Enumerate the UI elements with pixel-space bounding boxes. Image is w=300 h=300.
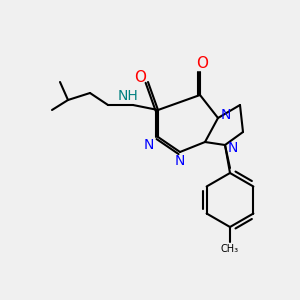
- Text: O: O: [134, 70, 146, 85]
- Text: N: N: [221, 108, 231, 122]
- Text: CH₃: CH₃: [221, 244, 239, 254]
- Text: N: N: [175, 154, 185, 168]
- Text: N: N: [144, 138, 154, 152]
- Text: NH: NH: [118, 89, 138, 103]
- Text: N: N: [228, 141, 238, 155]
- Text: O: O: [196, 56, 208, 71]
